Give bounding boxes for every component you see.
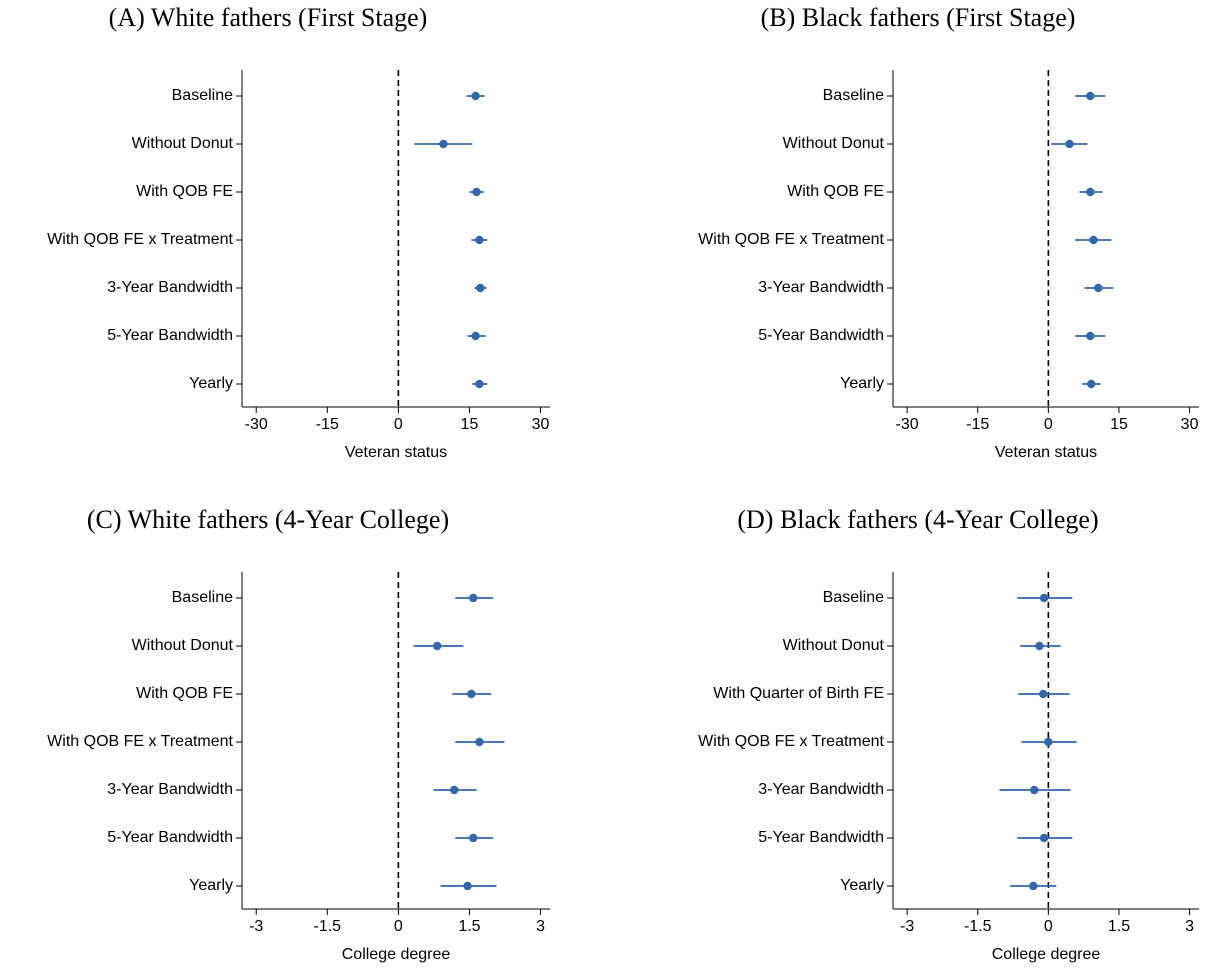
x-tick-label: 1.5 (1108, 918, 1130, 935)
y-tick-label: Yearly (840, 877, 884, 894)
x-tick-label: 3 (536, 918, 545, 935)
y-tick-label: 3-Year Bandwidth (107, 279, 233, 296)
x-tick-label: -15 (966, 416, 989, 433)
y-tick-label: 5-Year Bandwidth (107, 829, 233, 846)
y-tick-label: With QOB FE x Treatment (47, 231, 233, 248)
y-tick-label: 3-Year Bandwidth (758, 279, 884, 296)
y-tick-label: With QOB FE x Treatment (47, 733, 233, 750)
y-tick-label: Baseline (172, 87, 233, 104)
y-tick-label: Baseline (823, 589, 884, 606)
y-tick-label: Yearly (840, 375, 884, 392)
point-estimate (1035, 641, 1044, 651)
point-estimate (463, 881, 472, 891)
y-tick-label: Without Donut (783, 637, 885, 654)
y-tick-label: With QOB FE (136, 685, 233, 702)
x-tick-label: -1.5 (964, 918, 992, 935)
point-estimate (469, 593, 478, 603)
y-tick-label: Yearly (189, 877, 233, 894)
y-tick-label: 5-Year Bandwidth (107, 327, 233, 344)
point-estimate (450, 785, 459, 795)
point-estimate (1044, 737, 1053, 747)
x-axis-label: College degree (992, 946, 1101, 963)
y-tick-label: With QOB FE (787, 183, 884, 200)
point-estimate (1086, 91, 1095, 101)
x-axis-label: Veteran status (345, 444, 447, 461)
x-tick-label: -30 (896, 416, 919, 433)
x-tick-label: -1.5 (314, 918, 342, 935)
x-tick-label: 1.5 (458, 918, 480, 935)
y-tick-label: With QOB FE (136, 183, 233, 200)
x-tick-label: 30 (532, 416, 550, 433)
y-tick-label: Without Donut (132, 637, 234, 654)
y-tick-label: Baseline (172, 589, 233, 606)
point-estimate (472, 187, 481, 197)
y-tick-label: 5-Year Bandwidth (758, 327, 884, 344)
y-tick-label: Without Donut (783, 135, 885, 152)
point-estimate (471, 331, 480, 341)
x-tick-label: 0 (394, 416, 403, 433)
point-estimate (1086, 379, 1096, 389)
point-estimate (1086, 187, 1095, 197)
x-tick-label: 0 (1044, 918, 1053, 935)
y-tick-label: With QOB FE x Treatment (698, 231, 884, 248)
panel-title: (C) White fathers (4-Year College) (87, 505, 449, 534)
point-estimate (475, 737, 484, 747)
y-tick-label: 5-Year Bandwidth (758, 829, 884, 846)
y-tick-label: With Quarter of Birth FE (713, 685, 884, 702)
x-tick-label: 0 (394, 918, 403, 935)
point-estimate (433, 641, 442, 651)
point-estimate (1038, 689, 1048, 699)
panel-title: (B) Black fathers (First Stage) (761, 3, 1076, 32)
point-estimate (469, 833, 478, 843)
point-estimate (1065, 139, 1074, 149)
y-tick-label: Baseline (823, 87, 884, 104)
point-estimate (1089, 235, 1098, 245)
x-axis-label: Veteran status (995, 444, 1097, 461)
panel-title: (D) Black fathers (4-Year College) (737, 505, 1098, 534)
point-estimate (1029, 881, 1038, 891)
point-estimate (475, 379, 484, 389)
y-tick-label: With QOB FE x Treatment (698, 733, 884, 750)
x-tick-label: 15 (1110, 416, 1128, 433)
point-estimate (1039, 833, 1049, 843)
panel-title: (A) White fathers (First Stage) (109, 3, 428, 32)
x-tick-label: -3 (249, 918, 263, 935)
x-tick-label: 30 (1181, 416, 1199, 433)
y-tick-label: Yearly (189, 375, 233, 392)
point-estimate (475, 235, 484, 245)
y-tick-label: 3-Year Bandwidth (758, 781, 884, 798)
x-tick-label: -15 (316, 416, 339, 433)
point-estimate (1086, 331, 1095, 341)
x-tick-label: 0 (1044, 416, 1053, 433)
point-estimate (471, 91, 480, 101)
point-estimate (467, 689, 476, 699)
y-tick-label: 3-Year Bandwidth (107, 781, 233, 798)
point-estimate (1030, 785, 1039, 795)
x-tick-label: -30 (245, 416, 268, 433)
point-estimate (1094, 283, 1103, 293)
point-estimate (1039, 593, 1049, 603)
point-estimate (439, 139, 448, 149)
x-tick-label: 15 (461, 416, 479, 433)
point-estimate (476, 283, 485, 293)
y-tick-label: Without Donut (132, 135, 234, 152)
x-tick-label: -3 (900, 918, 914, 935)
x-tick-label: 3 (1185, 918, 1194, 935)
x-axis-label: College degree (342, 946, 451, 963)
